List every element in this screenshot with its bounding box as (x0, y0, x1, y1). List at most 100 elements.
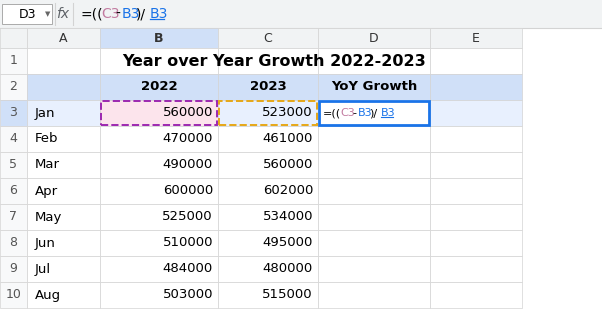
Text: =((: =(( (323, 108, 341, 118)
Bar (430, 204, 522, 230)
Text: 470000: 470000 (163, 132, 213, 146)
Bar (27, 28, 100, 48)
Bar (27, 152, 100, 178)
Text: B3: B3 (358, 108, 373, 118)
Bar (100, 28, 218, 48)
Text: 560000: 560000 (163, 107, 213, 119)
Text: -: - (352, 108, 356, 118)
Text: Mar: Mar (35, 158, 60, 172)
Bar (100, 282, 218, 308)
Bar (100, 152, 218, 178)
Bar (430, 256, 522, 282)
Text: 515000: 515000 (262, 289, 313, 301)
Bar (100, 100, 218, 126)
Text: 480000: 480000 (262, 262, 313, 276)
Bar (318, 256, 430, 282)
Bar (218, 74, 318, 100)
Bar (218, 100, 318, 126)
Bar (318, 152, 430, 178)
Text: )/: )/ (370, 108, 377, 118)
Text: 7: 7 (10, 211, 17, 223)
Bar (430, 48, 522, 74)
Bar (430, 126, 522, 152)
Bar (218, 178, 318, 204)
Text: 510000: 510000 (163, 236, 213, 250)
Text: Aug: Aug (35, 289, 61, 301)
Bar (218, 256, 318, 282)
Bar (2, 4, 52, 24)
Bar (27, 282, 100, 308)
Bar (218, 48, 318, 74)
Bar (0, 178, 27, 204)
Text: Feb: Feb (35, 132, 58, 146)
Bar (218, 204, 318, 230)
Bar (430, 178, 522, 204)
Text: C: C (264, 31, 272, 44)
Bar (27, 230, 100, 256)
Text: 2023: 2023 (250, 81, 287, 93)
Bar (430, 152, 522, 178)
Text: D3: D3 (18, 7, 36, 20)
Bar (0, 152, 27, 178)
Text: A: A (59, 31, 68, 44)
Text: 10: 10 (5, 289, 22, 301)
Bar (218, 282, 318, 308)
Bar (318, 28, 430, 48)
Text: 523000: 523000 (262, 107, 313, 119)
Text: 461000: 461000 (262, 132, 313, 146)
Bar (219, 101, 317, 125)
Text: YoY Growth: YoY Growth (331, 81, 417, 93)
Bar (27, 100, 100, 126)
Bar (100, 230, 218, 256)
Bar (100, 178, 218, 204)
Text: B3: B3 (150, 7, 169, 21)
Bar (318, 204, 430, 230)
Text: 503000: 503000 (163, 289, 213, 301)
Text: fx: fx (57, 7, 70, 21)
Text: Jun: Jun (35, 236, 56, 250)
Text: D: D (369, 31, 379, 44)
Text: 2022: 2022 (141, 81, 178, 93)
Bar (0, 100, 27, 126)
Text: 4: 4 (10, 132, 17, 146)
Bar (318, 100, 430, 126)
Text: Jul: Jul (35, 262, 51, 276)
Text: -: - (115, 7, 120, 21)
Bar (218, 28, 318, 48)
Bar (27, 74, 100, 100)
Bar (100, 48, 218, 74)
Bar (0, 48, 27, 74)
Bar (318, 100, 430, 126)
Bar (318, 178, 430, 204)
Bar (318, 48, 430, 74)
Bar (430, 282, 522, 308)
Bar (430, 74, 522, 100)
Bar (0, 28, 27, 48)
Text: 8: 8 (10, 236, 17, 250)
Text: 484000: 484000 (163, 262, 213, 276)
Bar (218, 230, 318, 256)
Text: 2: 2 (10, 81, 17, 93)
Text: 5: 5 (10, 158, 17, 172)
Text: B: B (154, 31, 164, 44)
Bar (100, 126, 218, 152)
Bar (101, 101, 217, 125)
Text: E: E (472, 31, 480, 44)
Bar (27, 48, 100, 74)
Text: 9: 9 (10, 262, 17, 276)
Text: )/: )/ (136, 7, 146, 21)
Text: =((: =(( (80, 7, 102, 21)
Bar (100, 256, 218, 282)
Text: 1: 1 (10, 54, 17, 68)
Text: 490000: 490000 (163, 158, 213, 172)
Bar (27, 256, 100, 282)
Text: Jan: Jan (35, 107, 55, 119)
Text: May: May (35, 211, 63, 223)
Bar (318, 74, 430, 100)
Bar (319, 101, 429, 125)
Text: 495000: 495000 (262, 236, 313, 250)
Text: 6: 6 (10, 185, 17, 197)
Text: 525000: 525000 (163, 211, 213, 223)
Text: ▼: ▼ (45, 11, 51, 17)
Bar (0, 204, 27, 230)
